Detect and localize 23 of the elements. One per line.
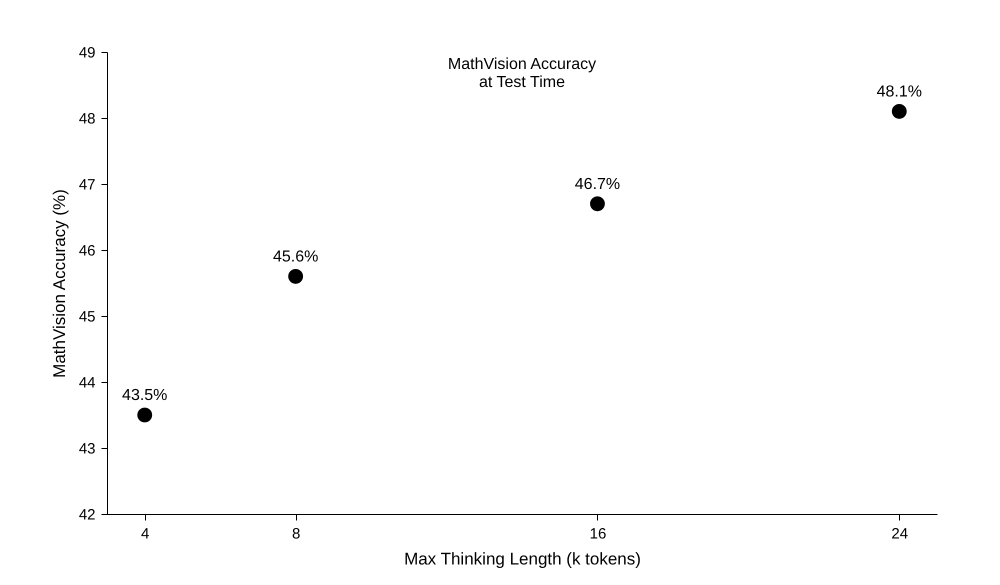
y-tick-label: 43 xyxy=(78,440,96,458)
y-tick-label: 45 xyxy=(78,308,96,326)
y-axis-title: MathVision Accuracy (%) xyxy=(50,189,69,378)
x-tick-label: 24 xyxy=(891,526,908,542)
x-tick-label: 16 xyxy=(590,526,606,542)
x-tick-label: 4 xyxy=(141,526,150,542)
y-tick-label: 47 xyxy=(78,176,96,194)
data-label: 46.7% xyxy=(574,176,620,193)
y-tick-label: 46 xyxy=(78,242,96,260)
point xyxy=(892,104,907,119)
point xyxy=(288,269,304,284)
text: MathVision Accuracy at Test Time xyxy=(448,56,596,91)
x-axis-title: Max Thinking Length (k tokens) xyxy=(404,550,641,568)
y-tick-label: 44 xyxy=(78,374,96,392)
point xyxy=(590,196,605,212)
y-tick-label: 49 xyxy=(78,44,96,62)
data-label: 45.6% xyxy=(272,248,318,266)
x-tick-label: 8 xyxy=(292,526,300,542)
y-tick-label: 48 xyxy=(78,110,96,128)
data-label: 43.5% xyxy=(122,387,168,404)
point xyxy=(137,408,152,422)
data-label: 48.1% xyxy=(876,83,922,100)
y-tick-label: 42 xyxy=(78,506,96,524)
